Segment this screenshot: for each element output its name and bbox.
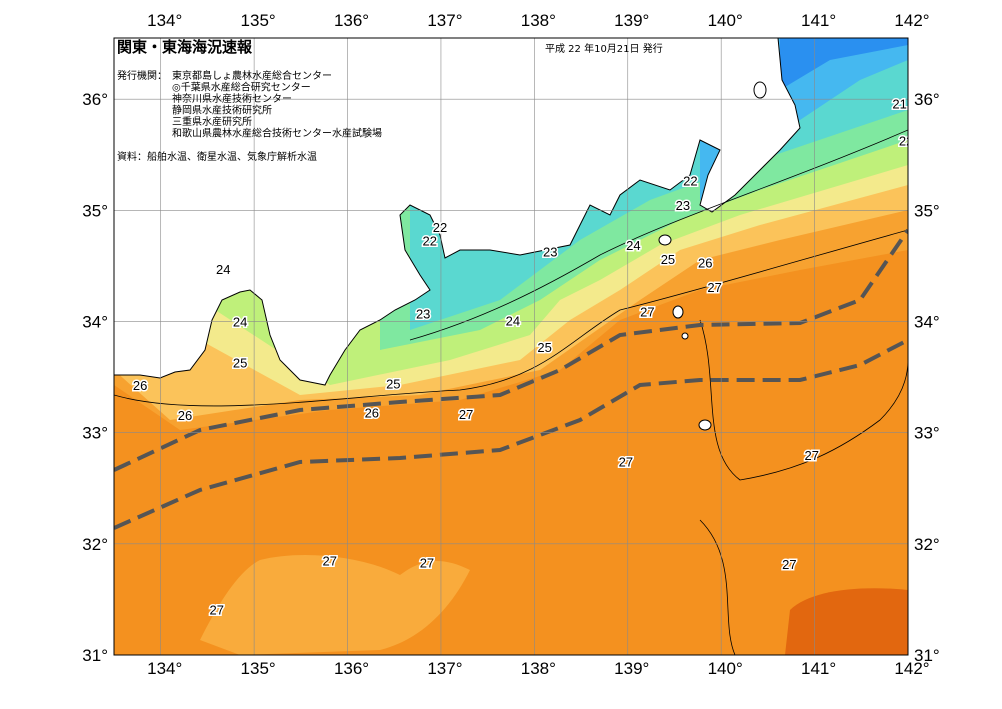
x-tick-label-bottom: 140° — [708, 659, 743, 678]
y-tick-label-left: 32° — [82, 535, 108, 554]
contour-label: 25 — [233, 356, 247, 371]
contour-label: 22 — [899, 133, 913, 148]
y-tick-label-right: 36° — [914, 90, 940, 109]
x-tick-label-top: 139° — [614, 11, 649, 30]
x-tick-label-top: 136° — [334, 11, 369, 30]
issuer-list: 東京都島しょ農林水産総合センター◎千葉県水産総合研究センター神奈川県水産技術セン… — [172, 69, 382, 140]
title: 関東・東海海況速報 — [117, 38, 253, 56]
contour-label: 24 — [626, 238, 640, 253]
contour-label: 25 — [537, 340, 551, 355]
issuer: 三重県水産研究所 — [172, 115, 252, 128]
y-tick-label-left: 35° — [82, 201, 108, 220]
contour-label: 27 — [323, 554, 337, 569]
x-tick-label-top: 141° — [801, 11, 836, 30]
contour-label: 26 — [698, 256, 712, 271]
contour-label: 23 — [676, 198, 690, 213]
y-tick-label-right: 31° — [914, 646, 940, 665]
issuer: ◎千葉県水産総合研究センター — [172, 81, 311, 94]
contour-label: 26 — [133, 378, 147, 393]
issuer: 和歌山県農林水産総合技術センター水産試験場 — [172, 127, 382, 140]
contour-label: 22 — [433, 220, 447, 235]
issuer: 神奈川県水産技術センター — [172, 92, 292, 105]
contour-label: 22 — [683, 173, 697, 188]
contour-label: 27 — [782, 557, 796, 572]
contour-label: 24 — [233, 314, 247, 329]
contour-label: 27 — [619, 455, 633, 470]
contour-label: 23 — [543, 244, 557, 259]
issuer: 静岡県水産技術研究所 — [172, 104, 272, 117]
contour-label: 24 — [506, 313, 520, 328]
x-tick-label-bottom: 135° — [241, 659, 276, 678]
y-tick-label-left: 34° — [82, 312, 108, 331]
y-tick-label-left: 31° — [82, 646, 108, 665]
y-tick-label-right: 33° — [914, 424, 940, 443]
x-tick-label-top: 140° — [708, 11, 743, 30]
issue-date: 平成 22 年10月21日 発行 — [545, 42, 663, 55]
contour-label: 22 — [422, 233, 436, 248]
contour-label: 23 — [416, 307, 430, 322]
x-tick-label-top: 135° — [241, 11, 276, 30]
contour-label: 27 — [420, 556, 434, 571]
x-tick-label-bottom: 139° — [614, 659, 649, 678]
contour-label: 27 — [707, 280, 721, 295]
y-tick-label-left: 33° — [82, 424, 108, 443]
contour-label: 26 — [178, 408, 192, 423]
y-tick-label-right: 32° — [914, 535, 940, 554]
x-tick-label-bottom: 134° — [147, 659, 182, 678]
x-tick-label-bottom: 137° — [427, 659, 462, 678]
issuer-label: 発行機関： — [117, 69, 167, 82]
contour-label: 27 — [210, 602, 224, 617]
contour-label: 27 — [805, 448, 819, 463]
contour-label: 27 — [640, 304, 654, 319]
source: 資料：船舶水温、衛星水温、気象庁解析水温 — [117, 150, 317, 163]
issuer: 東京都島しょ農林水産総合センター — [172, 69, 332, 82]
axes: 134° 134° 135° 135° 136° 136° 137° 137° 138° 138°… — [82, 11, 939, 678]
x-tick-label-top: 142° — [894, 11, 929, 30]
x-tick-label-top: 134° — [147, 11, 182, 30]
contour-label: 25 — [661, 252, 675, 267]
contour-label: 21 — [892, 97, 906, 112]
graticule — [114, 38, 908, 655]
y-tick-label-right: 35° — [914, 201, 940, 220]
y-tick-label-right: 34° — [914, 312, 940, 331]
x-tick-label-top: 138° — [521, 11, 556, 30]
map-frame — [113, 37, 909, 656]
y-tick-label-left: 36° — [82, 90, 108, 109]
contour-label: 27 — [459, 407, 473, 422]
contour-label: 25 — [386, 377, 400, 392]
x-tick-label-bottom: 138° — [521, 659, 556, 678]
x-tick-label-bottom: 141° — [801, 659, 836, 678]
contour-label: 24 — [216, 262, 230, 277]
x-tick-label-bottom: 136° — [334, 659, 369, 678]
x-tick-label-top: 137° — [427, 11, 462, 30]
contour-label: 26 — [365, 406, 379, 421]
x-tick-label-bottom: 142° — [894, 659, 929, 678]
